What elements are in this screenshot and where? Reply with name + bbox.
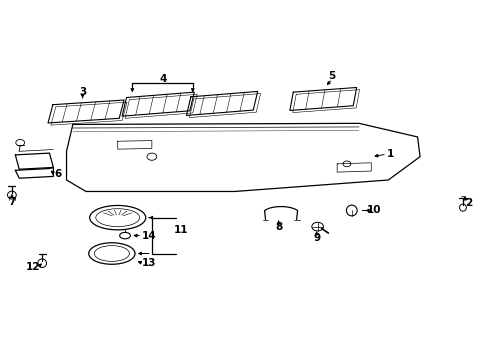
Text: 6: 6 <box>55 169 61 179</box>
Text: 3: 3 <box>79 87 86 97</box>
Text: 12: 12 <box>25 262 40 272</box>
Text: 1: 1 <box>386 149 394 159</box>
Text: 11: 11 <box>174 225 188 235</box>
Text: 2: 2 <box>464 198 471 208</box>
Text: 8: 8 <box>274 222 282 232</box>
Text: 13: 13 <box>142 258 156 268</box>
Text: 7: 7 <box>8 197 16 207</box>
Text: 9: 9 <box>312 233 320 243</box>
Text: 10: 10 <box>366 206 381 216</box>
Text: 4: 4 <box>159 74 166 84</box>
Text: 5: 5 <box>328 71 335 81</box>
Text: 14: 14 <box>142 231 157 240</box>
